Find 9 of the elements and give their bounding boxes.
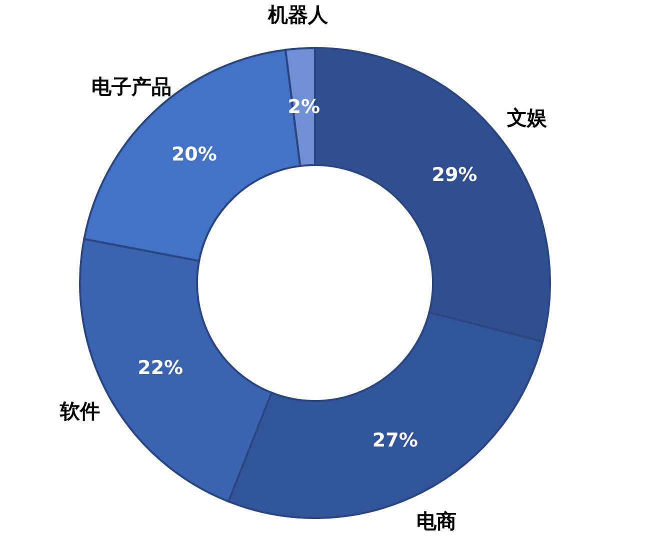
data-label: 20% — [171, 143, 217, 166]
slice-label: 机器人 — [267, 2, 330, 27]
slice-label: 电商 — [416, 508, 457, 533]
data-label: 29% — [432, 164, 478, 186]
data-label: 27% — [372, 429, 418, 452]
slice-label: 文娱 — [506, 106, 548, 130]
data-label: 22% — [138, 357, 184, 380]
slice-label: 电子产品 — [92, 74, 172, 99]
slice-label: 软件 — [59, 399, 100, 424]
